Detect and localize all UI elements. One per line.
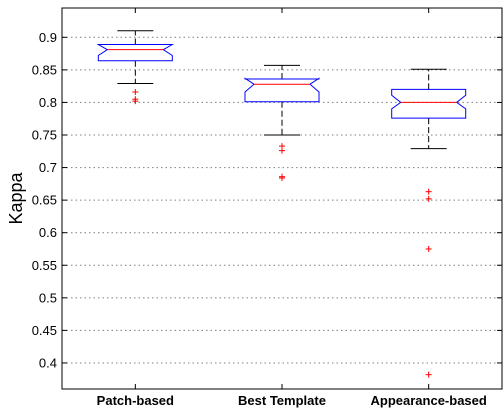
- outlier-point: [279, 147, 285, 154]
- outlier-point: [132, 89, 139, 96]
- outlier-point: [425, 195, 432, 202]
- outlier-point: [132, 98, 139, 105]
- box-layer: [96, 30, 467, 378]
- x-category-label: Best Template: [238, 393, 326, 408]
- notched-box: [391, 88, 467, 119]
- outlier-point: [425, 371, 432, 378]
- outlier-point: [279, 174, 285, 181]
- y-tick-label: 0.4: [39, 355, 57, 370]
- y-axis-ticks: 0.4 0.45 0.5 0.55 0.6 0.65 0.7 0.75 0.8 0.85 0.9: [32, 30, 502, 370]
- outlier-point: [425, 188, 432, 195]
- y-tick-label: 0.7: [39, 160, 57, 175]
- y-tick-label: 0.85: [32, 62, 57, 77]
- y-tick-label: 0.9: [39, 30, 57, 45]
- box-patch-based: [96, 30, 175, 105]
- outlier-point: [425, 245, 432, 252]
- x-category-label: Patch-based: [97, 393, 174, 408]
- y-axis-title: Kappa: [6, 171, 26, 224]
- grid-layer: [62, 36, 502, 364]
- y-tick-label: 0.65: [32, 193, 57, 208]
- box-appearance-based: [391, 68, 467, 378]
- notched-box: [244, 77, 320, 103]
- y-tick-label: 0.55: [32, 258, 57, 273]
- notched-box: [96, 44, 175, 62]
- y-tick-label: 0.8: [39, 95, 57, 110]
- y-tick-label: 0.45: [32, 323, 57, 338]
- y-tick-label: 0.5: [39, 290, 57, 305]
- y-tick-label: 0.75: [32, 128, 57, 143]
- x-category-label: Appearance-based: [371, 393, 487, 408]
- box-best-template: [244, 64, 320, 181]
- x-axis-ticks: Patch-based Best Template Appearance-based: [97, 8, 487, 408]
- y-tick-label: 0.6: [39, 225, 57, 240]
